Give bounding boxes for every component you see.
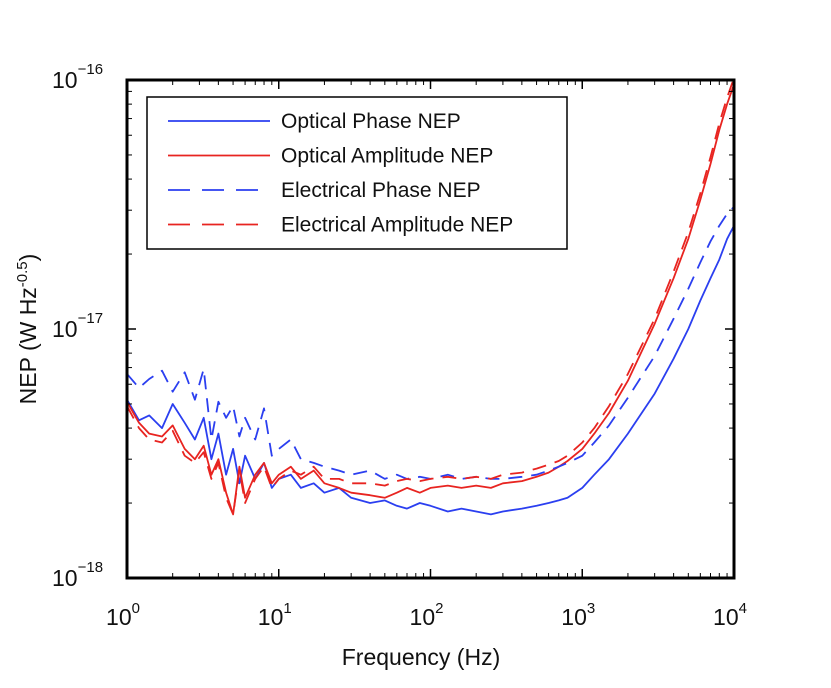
legend-label-optical-amplitude-nep: Optical Amplitude NEP	[281, 145, 493, 168]
x-tick-label: 103	[561, 600, 595, 630]
x-axis-title: Frequency (Hz)	[342, 644, 500, 670]
y-axis-title-close: )	[15, 254, 41, 262]
y-tick-label: 10−17	[52, 310, 103, 342]
x-tick-label-base: 10	[561, 604, 587, 630]
legend-label-optical-phase-nep: Optical Phase NEP	[281, 110, 461, 133]
x-tick-label-base: 10	[713, 604, 739, 630]
y-tick-label-exp: −16	[78, 61, 103, 78]
x-tick-label-base: 10	[258, 604, 284, 630]
y-tick-label: 10−18	[52, 559, 103, 591]
x-tick-label-exp: 3	[587, 600, 595, 617]
y-tick-label-base: 10	[52, 565, 78, 591]
y-tick-label-base: 10	[52, 316, 78, 342]
legend: Optical Phase NEP Optical Amplitude NEP El…	[146, 96, 568, 250]
series-line-optical-phase-nep	[126, 225, 735, 516]
series-layer	[126, 77, 735, 516]
y-tick-label-exp: −18	[78, 559, 103, 576]
y-tick-label-exp: −17	[78, 310, 103, 327]
legend-label-electrical-phase-nep: Electrical Phase NEP	[281, 179, 481, 202]
x-tick-label: 100	[106, 600, 140, 630]
x-tick-label: 101	[258, 600, 292, 630]
legend-label-electrical-amplitude-nep: Electrical Amplitude NEP	[281, 214, 513, 237]
x-tick-label-exp: 0	[132, 600, 140, 617]
y-tick-label-base: 10	[52, 67, 78, 93]
y-axis-title-main: NEP (W Hz	[15, 287, 41, 404]
x-tick-label-exp: 4	[739, 600, 747, 617]
series-line-optical-amplitude-nep	[126, 84, 735, 516]
y-axis-title: NEP (W Hz-0.5)	[14, 254, 41, 405]
x-tick-label: 102	[410, 600, 444, 630]
x-tick-label-exp: 1	[283, 600, 291, 617]
y-tick-label: 10−16	[52, 61, 103, 93]
series-line-electrical-amplitude-nep	[126, 77, 735, 516]
x-tick-label: 104	[713, 600, 747, 630]
y-axis-title-exponent: -0.5	[14, 261, 31, 287]
x-tick-label-base: 10	[410, 604, 436, 630]
x-tick-label-exp: 2	[435, 600, 443, 617]
x-tick-label-base: 10	[106, 604, 132, 630]
